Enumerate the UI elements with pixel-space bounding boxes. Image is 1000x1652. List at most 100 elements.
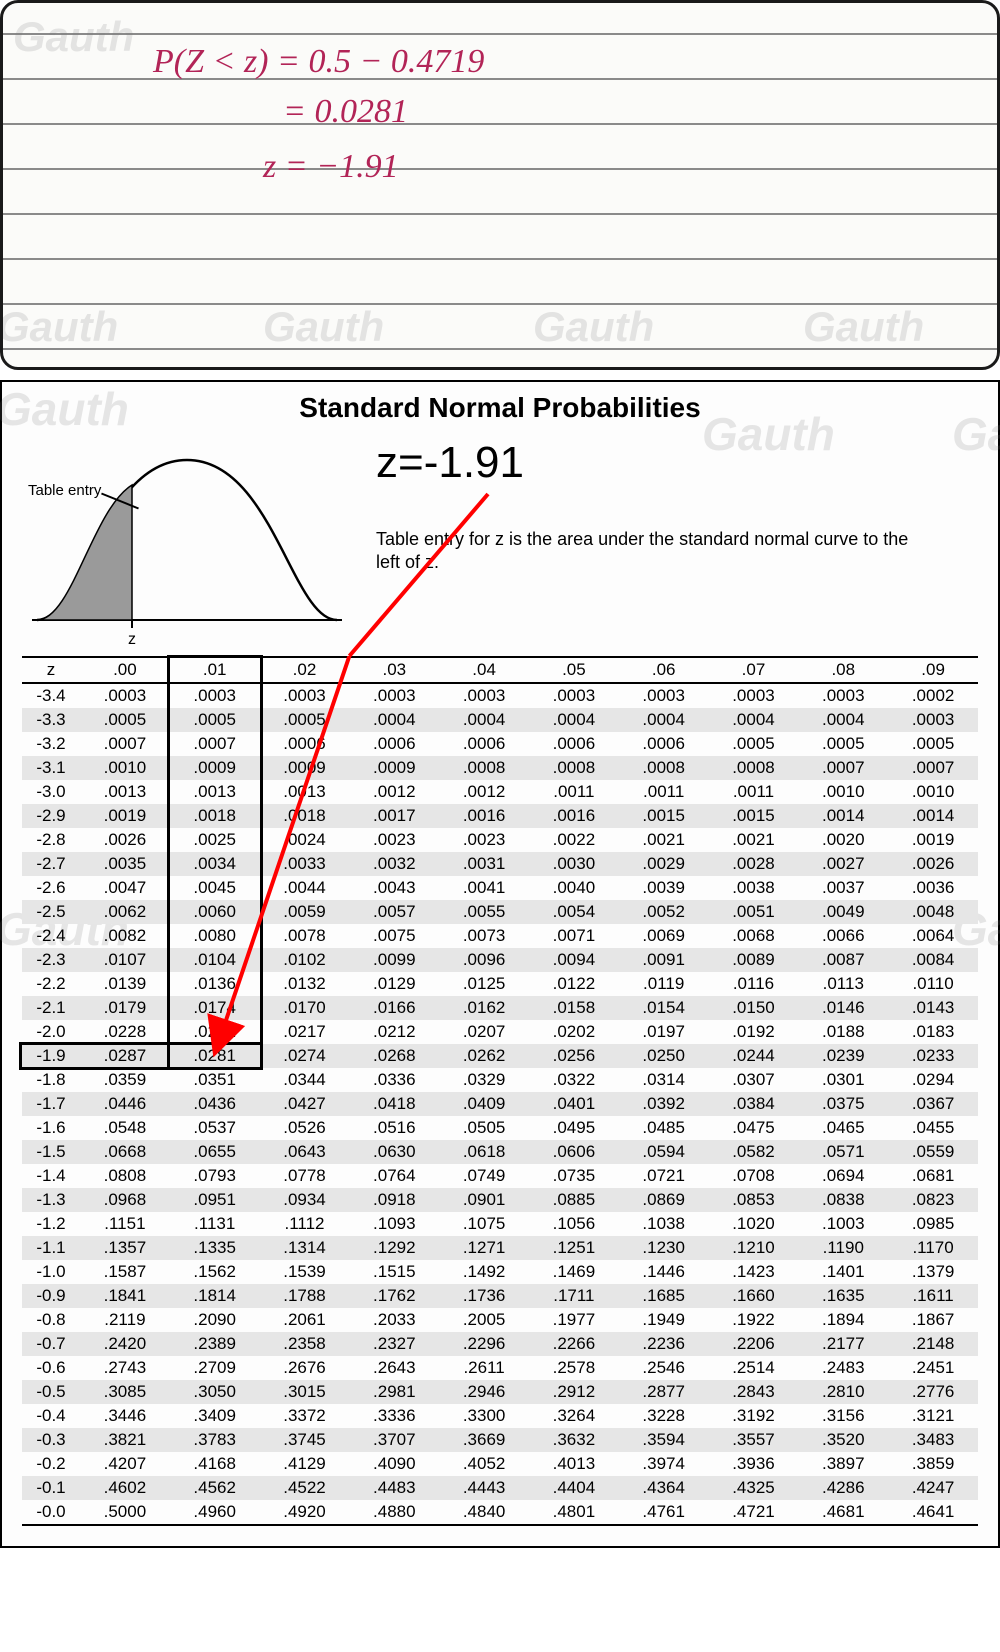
prob-cell: .0008 [529,756,619,780]
prob-cell: .0004 [529,708,619,732]
prob-cell: .0008 [439,756,529,780]
prob-cell: .0075 [349,924,439,948]
table-row: -2.2.0139.0136.0132.0129.0125.0122.0119.… [22,972,978,996]
table-row: -3.0.0013.0013.0013.0012.0012.0011.0011.… [22,780,978,804]
table-row: -2.9.0019.0018.0018.0017.0016.0016.0015.… [22,804,978,828]
prob-cell: .0041 [439,876,529,900]
prob-cell: .3446 [80,1404,170,1428]
prob-cell: .0006 [529,732,619,756]
z-label-cell: -1.7 [22,1092,80,1116]
prob-cell: .4641 [888,1500,978,1525]
prob-cell: .0005 [80,708,170,732]
normal-curve-svg: z [22,430,352,650]
prob-cell: .0057 [349,900,439,924]
prob-cell: .0016 [529,804,619,828]
prob-cell: .2676 [260,1356,350,1380]
prob-cell: .0102 [260,948,350,972]
prob-cell: .0023 [439,828,529,852]
rule-line [3,168,997,170]
table-row: -0.5.3085.3050.3015.2981.2946.2912.2877.… [22,1380,978,1404]
prob-cell: .4247 [888,1476,978,1500]
prob-cell: .0367 [888,1092,978,1116]
prob-cell: .0146 [798,996,888,1020]
prob-cell: .0004 [709,708,799,732]
z-label-cell: -0.4 [22,1404,80,1428]
prob-cell: .0032 [349,852,439,876]
prob-cell: .1515 [349,1260,439,1284]
prob-cell: .0281 [170,1044,260,1068]
prob-cell: .0838 [798,1188,888,1212]
prob-cell: .0329 [439,1068,529,1092]
table-row: -0.3.3821.3783.3745.3707.3669.3632.3594.… [22,1428,978,1452]
handwriting-line-1: P(Z < z) = 0.5 − 0.4719 [153,43,484,81]
prob-cell: .0409 [439,1092,529,1116]
prob-cell: .0040 [529,876,619,900]
z-label-cell: -2.1 [22,996,80,1020]
prob-cell: .3707 [349,1428,439,1452]
prob-cell: .0052 [619,900,709,924]
prob-cell: .4801 [529,1500,619,1525]
prob-cell: .2643 [349,1356,439,1380]
prob-cell: .0104 [170,948,260,972]
prob-cell: .0005 [798,732,888,756]
prob-cell: .3192 [709,1404,799,1428]
prob-cell: .0060 [170,900,260,924]
prob-cell: .0885 [529,1188,619,1212]
prob-cell: .0004 [619,708,709,732]
table-row: -2.1.0179.0174.0170.0166.0162.0158.0154.… [22,996,978,1020]
prob-cell: .2266 [529,1332,619,1356]
z-equals-value: z=-1.91 [376,438,936,488]
prob-cell: .0537 [170,1116,260,1140]
z-label-cell: -1.0 [22,1260,80,1284]
prob-cell: .0099 [349,948,439,972]
prob-cell: .0618 [439,1140,529,1164]
prob-cell: .0630 [349,1140,439,1164]
handwriting-line-2: = 0.0281 [283,93,408,131]
prob-cell: .0047 [80,876,170,900]
prob-cell: .0110 [888,972,978,996]
prob-cell: .2206 [709,1332,799,1356]
z-label-cell: -0.9 [22,1284,80,1308]
prob-cell: .0005 [170,708,260,732]
prob-cell: .0013 [80,780,170,804]
prob-cell: .4129 [260,1452,350,1476]
probability-sheet: Gauth Gauth Gauth Gauth Gauth Standard N… [0,380,1000,1548]
sheet-title: Standard Normal Probabilities [22,392,978,424]
prob-cell: .0003 [798,683,888,708]
prob-cell: .1151 [80,1212,170,1236]
normal-curve-figure: Table entry z [22,430,352,650]
prob-cell: .0375 [798,1092,888,1116]
prob-cell: .1003 [798,1212,888,1236]
prob-cell: .0495 [529,1116,619,1140]
prob-cell: .1075 [439,1212,529,1236]
prob-cell: .0132 [260,972,350,996]
prob-cell: .0031 [439,852,529,876]
prob-cell: .0003 [439,683,529,708]
prob-cell: .0005 [888,732,978,756]
z-label-cell: -3.1 [22,756,80,780]
prob-cell: .0107 [80,948,170,972]
prob-cell: .0951 [170,1188,260,1212]
prob-cell: .0023 [349,828,439,852]
col-header-06: .06 [619,657,709,683]
col-header-00: .00 [80,657,170,683]
z-label-cell: -2.8 [22,828,80,852]
table-row: -0.4.3446.3409.3372.3336.3300.3264.3228.… [22,1404,978,1428]
prob-cell: .0004 [349,708,439,732]
prob-cell: .0228 [80,1020,170,1044]
z-label-cell: -0.6 [22,1356,80,1380]
prob-cell: .3336 [349,1404,439,1428]
prob-cell: .0037 [798,876,888,900]
prob-cell: .1335 [170,1236,260,1260]
prob-cell: .4681 [798,1500,888,1525]
z-label-cell: -0.1 [22,1476,80,1500]
z-label-cell: -2.2 [22,972,80,996]
prob-cell: .0011 [619,780,709,804]
prob-cell: .0071 [529,924,619,948]
prob-cell: .1170 [888,1236,978,1260]
prob-cell: .0051 [709,900,799,924]
prob-cell: .0485 [619,1116,709,1140]
prob-cell: .0030 [529,852,619,876]
prob-cell: .4880 [349,1500,439,1525]
z-label-cell: -1.2 [22,1212,80,1236]
